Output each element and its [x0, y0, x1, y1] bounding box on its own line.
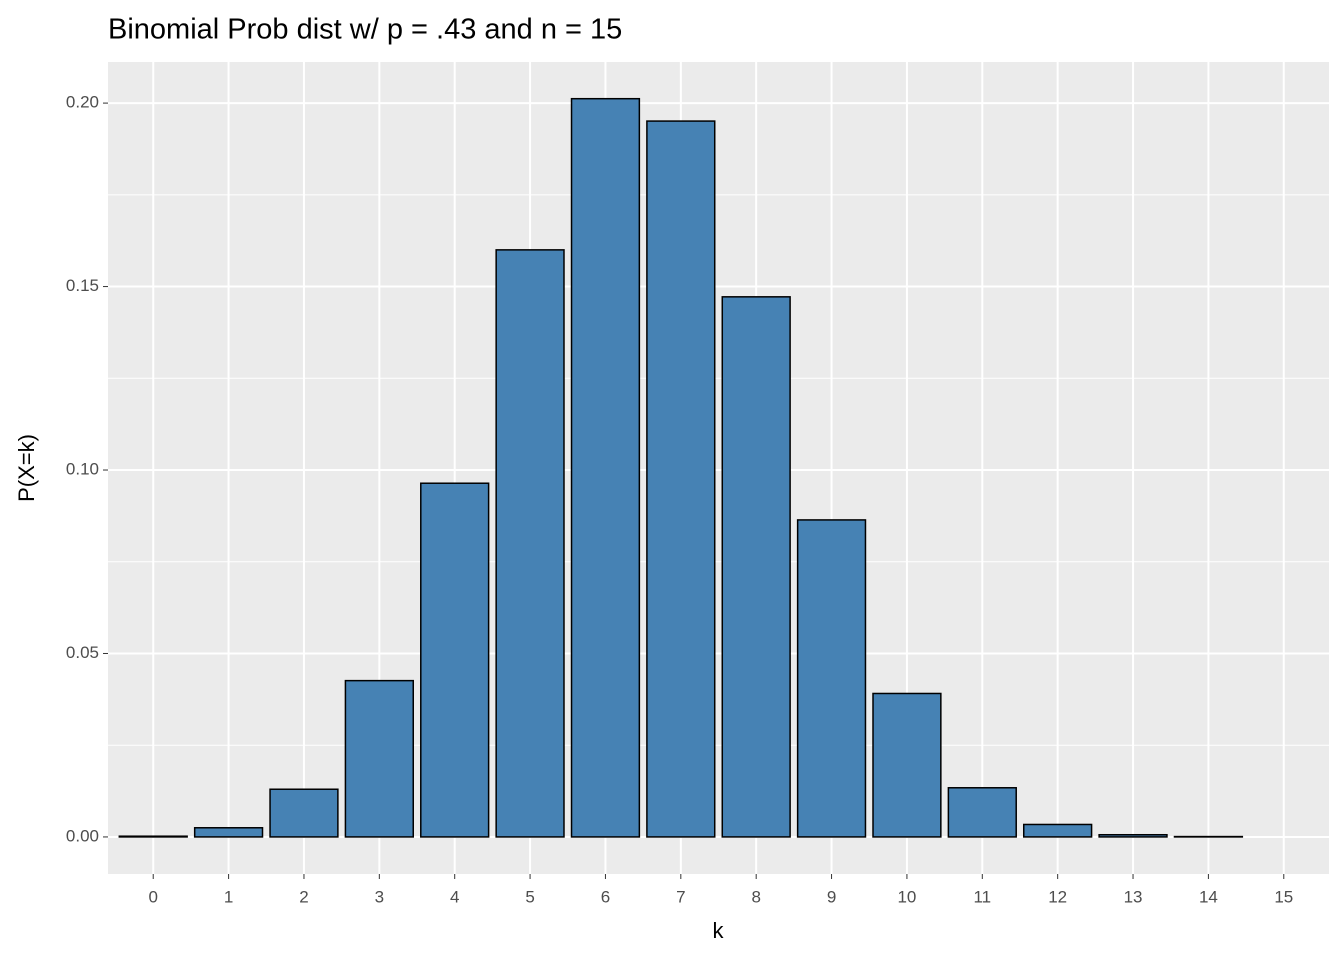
x-tick-label: 8 — [751, 887, 760, 906]
bar — [796, 519, 867, 838]
y-tick-label: 0.05 — [66, 643, 99, 662]
x-tick-label: 15 — [1274, 887, 1293, 906]
x-tick-label: 7 — [676, 887, 685, 906]
x-tick-label: 1 — [224, 887, 233, 906]
x-axis-title: k — [713, 918, 725, 943]
bar — [344, 679, 414, 838]
x-tick-label: 0 — [148, 887, 157, 906]
bar — [420, 482, 490, 838]
x-tick-label: 5 — [525, 887, 534, 906]
bar — [118, 835, 188, 838]
bar — [269, 788, 339, 838]
x-tick-label: 11 — [973, 887, 991, 906]
y-axis-title: P(X=k) — [14, 434, 39, 502]
bar — [1023, 823, 1093, 838]
x-tick-label: 2 — [299, 887, 308, 906]
x-tick-label: 14 — [1199, 887, 1218, 906]
x-tick-label: 9 — [827, 887, 836, 906]
bar — [495, 249, 565, 838]
bar — [570, 97, 641, 838]
x-tick-label: 12 — [1048, 887, 1067, 906]
y-tick-label: 0.15 — [66, 276, 99, 295]
x-tick-label: 10 — [897, 887, 916, 906]
x-tick-label: 4 — [450, 887, 459, 906]
bar — [721, 296, 791, 838]
bar — [646, 120, 716, 838]
x-tick-label: 3 — [375, 887, 384, 906]
x-tick-label: 13 — [1124, 887, 1143, 906]
chart-title: Binomial Prob dist w/ p = .43 and n = 15 — [108, 14, 622, 46]
y-tick-label: 0.10 — [66, 460, 99, 479]
bar — [947, 787, 1017, 838]
x-tick-label: 6 — [601, 887, 610, 906]
bar — [1098, 833, 1168, 838]
y-tick-label: 0.20 — [66, 93, 99, 112]
panel — [108, 62, 1329, 874]
bar — [193, 827, 264, 838]
bar — [872, 692, 942, 838]
y-tick-label: 0.00 — [66, 826, 99, 845]
